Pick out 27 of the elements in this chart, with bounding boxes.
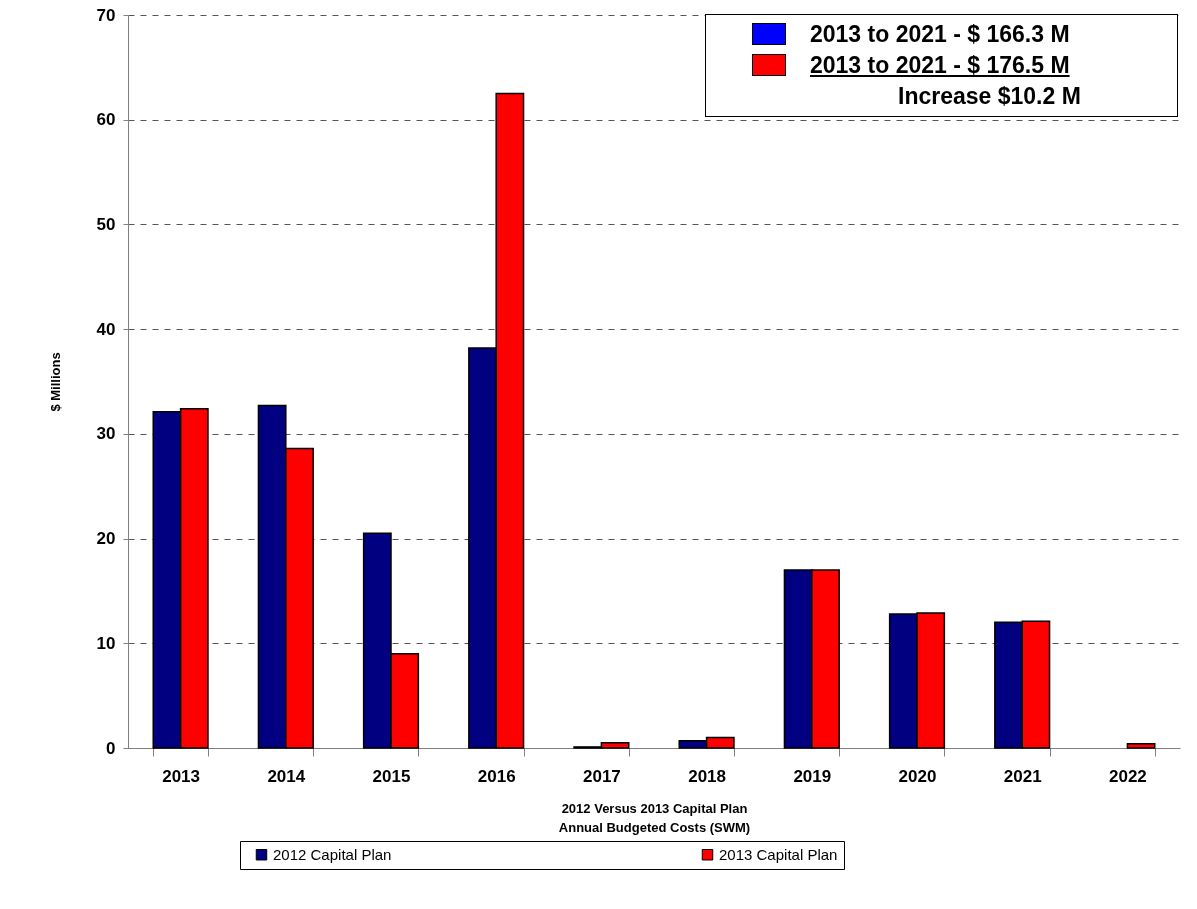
x-tick-label: 2017: [582, 766, 621, 786]
annotation: 2013 to 2021 - $ 176.5 M: [810, 51, 1070, 79]
legend-label: 2013 Capital Plan: [719, 845, 838, 863]
y-tick-label: 30: [96, 424, 116, 444]
annotation: 2013 to 2021 - $ 166.3 M: [810, 20, 1070, 48]
x-tick-label: 2022: [1108, 766, 1147, 786]
y-tick-label: 40: [96, 319, 116, 339]
x-tick-label: 2021: [1003, 766, 1042, 786]
y-tick-label: 20: [96, 529, 116, 549]
y-tick-label: 50: [96, 214, 116, 234]
legend-label: 2012 Capital Plan: [273, 845, 392, 863]
y-axis-title: $ Millions: [47, 352, 63, 412]
y-tick-label: 10: [96, 633, 116, 653]
y-tick-label: 0: [106, 738, 116, 758]
summary-box: 2013 to 2021 - $ 166.3 M 2013 to 2021 - $ 176.5 M Increase $10.2 M: [705, 14, 1178, 117]
x-tick-label: 2016: [477, 766, 516, 786]
y-tick-label: 70: [96, 5, 116, 25]
x-axis-title: 2012 Versus 2013 Capital Plan Annual Budgeted Costs (SWM): [558, 800, 751, 835]
x-tick-label: 2015: [372, 766, 411, 786]
y-tick-label: 60: [96, 110, 116, 130]
x-tick-label: 2018: [688, 766, 727, 786]
x-tick-label: 2014: [267, 766, 306, 786]
x-tick-label: 2013: [162, 766, 201, 786]
annotation: Increase $10.2 M: [898, 82, 1081, 110]
x-tick-label: 2019: [793, 766, 832, 786]
bar: [1126, 743, 1156, 749]
x-tick-label: 2020: [898, 766, 937, 786]
